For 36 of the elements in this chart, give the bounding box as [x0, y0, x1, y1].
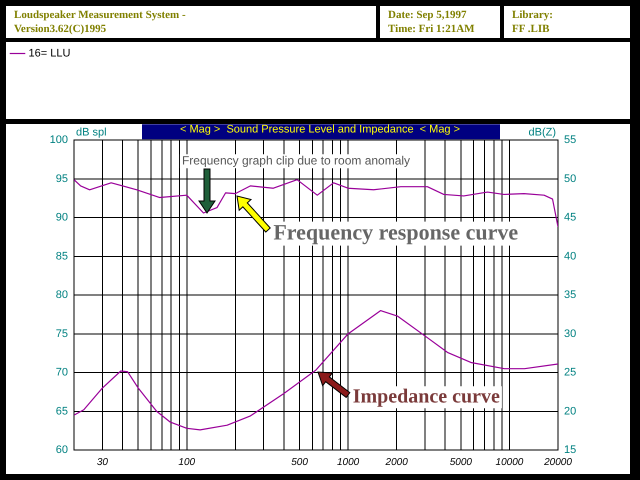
- text: Loudspeaker Measurement System - Version3.62(C)1995: [6, 6, 376, 38]
- x-tick-label: 5000: [450, 456, 472, 468]
- y-tick-label: 75: [56, 328, 68, 340]
- x-tick-label: 500: [291, 456, 308, 468]
- x-tick-label: 10000: [496, 456, 524, 468]
- text: Date: Sep 5,1997 Time: Fri 1:21AM: [380, 6, 500, 38]
- y2-tick-label: 50: [564, 172, 576, 185]
- y-axis-title: dB spl: [76, 126, 107, 139]
- chart-title: < Mag > Sound Pressure Level and Impedance < Mag >: [180, 124, 460, 136]
- x-tick-label: 20000: [543, 456, 572, 468]
- y2-axis-title: dB(Z): [528, 126, 556, 139]
- y-tick-label: 85: [56, 250, 68, 262]
- y2-tick-label: 20: [564, 405, 576, 418]
- y-tick-label: 100: [50, 134, 68, 146]
- y-tick-label: 90: [56, 212, 68, 224]
- x-tick-label: 2000: [384, 456, 408, 468]
- y2-tick-label: 40: [564, 250, 576, 262]
- annotation: Frequency response curve: [273, 219, 518, 244]
- y2-tick-label: 35: [564, 289, 576, 302]
- y-tick-label: 60: [56, 444, 68, 456]
- y-tick-label: 95: [56, 172, 68, 185]
- x-tick-label: 100: [178, 456, 196, 468]
- x-tick-label: 30: [96, 456, 108, 468]
- y2-tick-label: 55: [564, 134, 576, 146]
- y-tick-label: 70: [56, 366, 68, 379]
- y2-tick-label: 25: [564, 366, 576, 379]
- y-tick-label: 65: [56, 405, 68, 418]
- annotation: Impedance curve: [352, 385, 500, 408]
- y2-tick-label: 30: [564, 328, 576, 340]
- y-tick-label: 80: [56, 289, 68, 302]
- legend-label: 16= LLU: [28, 48, 70, 60]
- x-tick-label: 1000: [336, 456, 360, 468]
- text: Library: FF .LIB: [504, 6, 630, 38]
- annotation: Frequency graph clip due to room anomaly: [182, 154, 410, 168]
- y2-tick-label: 45: [564, 212, 576, 224]
- y2-tick-label: 15: [564, 444, 576, 456]
